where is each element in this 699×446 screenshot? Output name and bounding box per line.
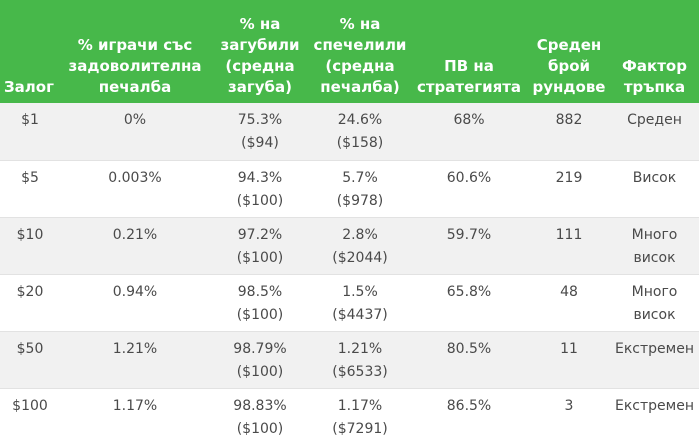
header-winners: % на спечелили (средна печалба) (313, 15, 407, 96)
header-strategy-ev: ПВ на стратегията (416, 57, 522, 96)
cell-satisfied: 1.21% (60, 330, 210, 388)
cell-satisfied: 0.21% (60, 216, 210, 274)
cell-winners: 1.5% ($4437) (310, 273, 410, 331)
cell-rounds: 3 (528, 387, 610, 444)
cell-rounds: 48 (528, 273, 610, 331)
cell-thrill: Екстремен (610, 387, 699, 444)
cell-thrill: Много висок (610, 216, 699, 274)
cell-bet: $20 (0, 273, 60, 331)
cell-thrill: Много висок (610, 273, 699, 331)
cell-losers: 97.2% ($100) (210, 216, 310, 274)
table-row: $100 1.17% 98.83% ($100) 1.17% ($7291) 8… (0, 387, 699, 444)
cell-rounds: 219 (528, 159, 610, 217)
cell-bet: $100 (0, 387, 60, 444)
cell-bet: $1 (21, 112, 39, 128)
table-row: $10 0.21% 97.2% ($100) 2.8% ($2044) 59.7… (0, 216, 699, 274)
table-row: $1 0% 75.3% ($94) 24.6% ($158) 68% 882 С… (0, 103, 699, 160)
cell-ev: 86.5% (410, 387, 528, 444)
cell-winners: 2.8% ($2044) (310, 216, 410, 274)
cell-thrill: Среден (627, 112, 682, 128)
cell-bet: $50 (0, 330, 60, 388)
header-losers: % на загубили (средна загуба) (220, 15, 300, 96)
cell-losers: 94.3% ($100) (210, 159, 310, 217)
cell-ev: 60.6% (410, 159, 528, 217)
cell-thrill: Екстремен (610, 330, 699, 388)
cell-winners: 5.7% ($978) (310, 159, 410, 217)
header-avg-rounds: Среден брой рундове (532, 36, 606, 96)
cell-rounds: 11 (528, 330, 610, 388)
table-row: $50 1.21% 98.79% ($100) 1.21% ($6533) 80… (0, 330, 699, 388)
cell-bet: $10 (0, 216, 60, 274)
table-row: $20 0.94% 98.5% ($100) 1.5% ($4437) 65.8… (0, 273, 699, 331)
cell-ev: 65.8% (410, 273, 528, 331)
cell-losers: 98.79% ($100) (210, 330, 310, 388)
cell-satisfied: 0.94% (60, 273, 210, 331)
cell-ev: 59.7% (410, 216, 528, 274)
cell-satisfied: 1.17% (60, 387, 210, 444)
cell-satisfied: 0% (123, 112, 147, 128)
cell-rounds: 882 (555, 112, 583, 128)
cell-winners: 1.17% ($7291) (310, 387, 410, 444)
cell-winners: 24.6% ($158) (336, 112, 384, 151)
header-thrill-factor: Фактор тръпка (622, 57, 687, 96)
cell-thrill: Висок (610, 159, 699, 217)
cell-bet: $5 (0, 159, 60, 217)
cell-losers: 98.5% ($100) (210, 273, 310, 331)
cell-rounds: 111 (528, 216, 610, 274)
cell-ev: 80.5% (410, 330, 528, 388)
table-body: $1 0% 75.3% ($94) 24.6% ($158) 68% 882 С… (0, 103, 699, 444)
header-bet: Залог (4, 78, 54, 96)
table-row: $5 0.003% 94.3% ($100) 5.7% ($978) 60.6%… (0, 159, 699, 217)
cell-winners: 1.21% ($6533) (310, 330, 410, 388)
cell-losers: 98.83% ($100) (210, 387, 310, 444)
cell-ev: 68% (453, 112, 485, 128)
header-row: Залог % играчи със задоволителна печалба… (0, 0, 699, 103)
cell-losers: 75.3% ($94) (237, 112, 283, 151)
header-satisfied-players: % играчи със задоволителна печалба (68, 36, 202, 96)
table-header: Залог % играчи със задоволителна печалба… (0, 0, 699, 103)
cell-satisfied: 0.003% (60, 159, 210, 217)
